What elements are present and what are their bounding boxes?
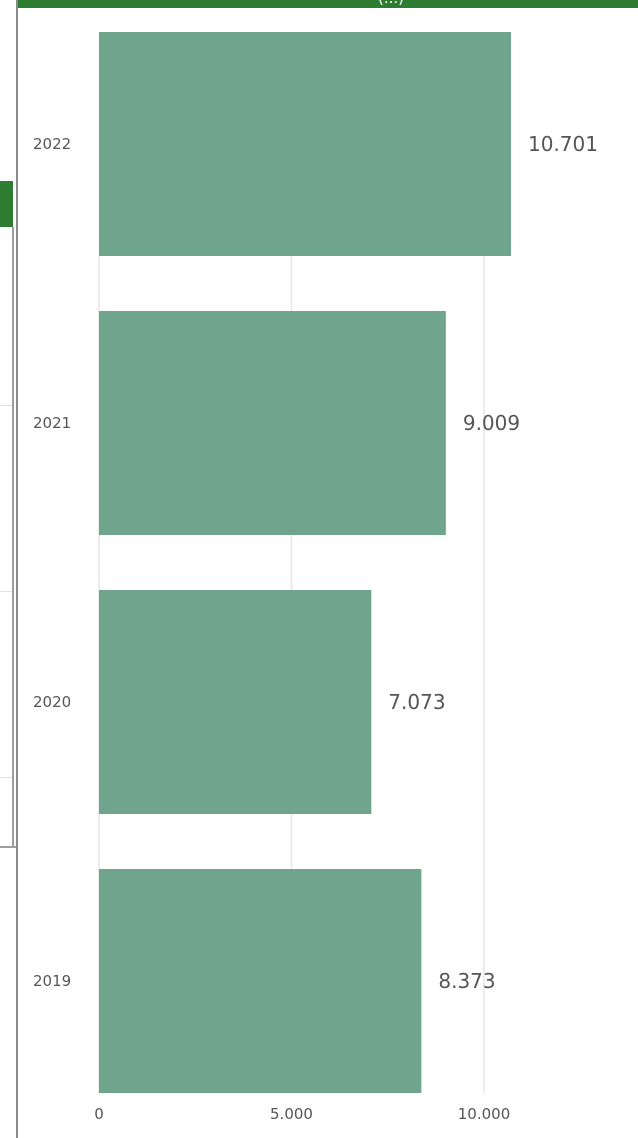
- background-row-divider: [0, 777, 12, 778]
- background-panel-header: [0, 181, 13, 227]
- chart-card-header: (...): [18, 0, 638, 8]
- x-tick-label: 5.000: [270, 1105, 313, 1123]
- background-row-divider: [0, 405, 12, 406]
- category-label-2020: 2020: [33, 693, 71, 711]
- category-label-2022: 2022: [33, 135, 71, 153]
- category-label-2019: 2019: [33, 972, 71, 990]
- value-label-2021: 9.009: [463, 411, 520, 435]
- x-tick-label: 0: [94, 1105, 104, 1123]
- bar-2021: [99, 311, 446, 535]
- background-panel-border-bottom: [0, 846, 16, 848]
- chart-title-fragment: (...): [378, 0, 404, 6]
- background-row-divider: [0, 591, 12, 592]
- background-panel-border: [12, 227, 14, 847]
- bar-2019: [99, 869, 422, 1093]
- chart-card: (...) 2022 10.701 2021 9.009 2020 7.073 2019 8.…: [16, 0, 638, 1138]
- bar-chart: 2022 10.701 2021 9.009 2020 7.073 2019 8.373 0 5.…: [33, 32, 598, 1123]
- category-label-2021: 2021: [33, 414, 71, 432]
- value-label-2022: 10.701: [528, 132, 598, 156]
- bar-2022: [99, 32, 511, 256]
- value-label-2020: 7.073: [388, 690, 445, 714]
- x-tick-label: 10.000: [458, 1105, 511, 1123]
- bar-2020: [99, 590, 372, 814]
- value-label-2019: 8.373: [438, 969, 495, 993]
